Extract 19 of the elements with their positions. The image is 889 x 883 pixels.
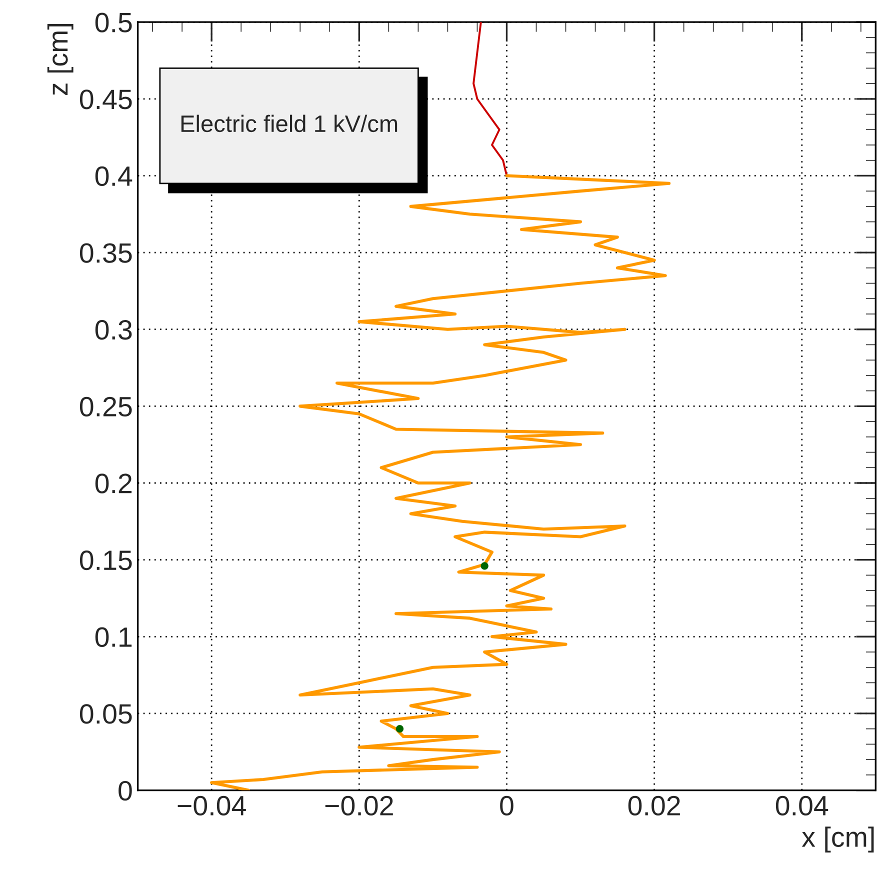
x-tick-label: 0.04 <box>776 796 828 816</box>
y-tick-label: 0.2 <box>95 474 132 494</box>
x-tick-label: 0 <box>500 796 514 816</box>
y-tick-label: 0.25 <box>80 396 132 417</box>
x-tick-label: −0.04 <box>178 796 246 816</box>
y-tick-label: 0.05 <box>80 704 132 724</box>
y-tick-label: 0.5 <box>95 12 132 32</box>
y-tick-label: 0.3 <box>95 320 132 340</box>
annotation: Electric field 1 kV/cm <box>181 114 398 132</box>
y-tick-label: 0.4 <box>95 166 132 186</box>
y-axis-title: z [cm] <box>47 24 74 96</box>
x-axis-title: x [cm] <box>802 826 874 852</box>
y-tick-label: 0.45 <box>80 90 132 110</box>
x-tick-label: 0.02 <box>628 796 680 816</box>
x-tick-label: −0.02 <box>325 796 393 816</box>
y-tick-label: 0.1 <box>95 627 132 647</box>
y-tick-label: 0 <box>118 780 132 801</box>
y-tick-label: 0.35 <box>80 243 132 263</box>
y-tick-label: 0.15 <box>80 550 132 570</box>
